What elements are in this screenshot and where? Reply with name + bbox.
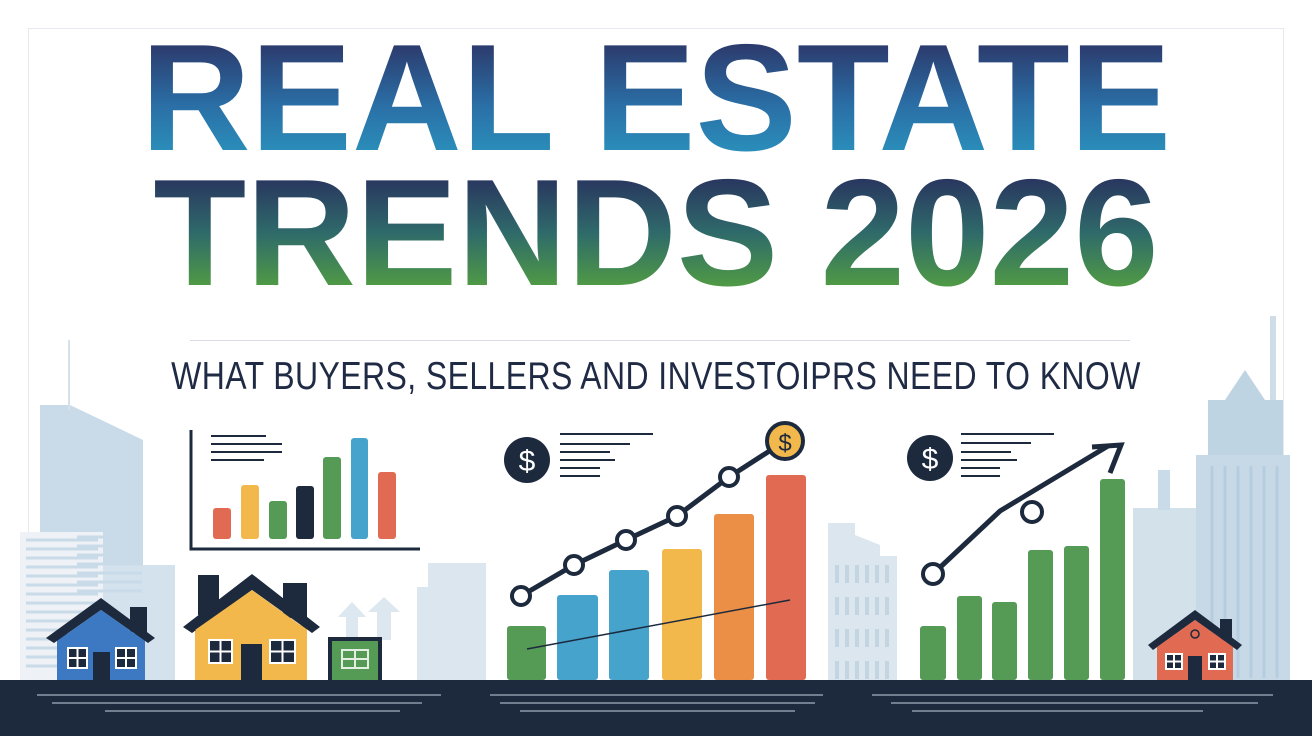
illustration-bar (957, 596, 982, 680)
window (845, 661, 849, 679)
illustration-bar (714, 514, 754, 680)
title-line-2: TRENDS 2026 (0, 157, 1312, 309)
window (835, 661, 839, 679)
line-point (615, 529, 637, 551)
dollar-coin-icon: $ (765, 421, 805, 461)
illustration-bar (609, 570, 649, 680)
divider (190, 340, 1130, 341)
illustration-bar (323, 457, 341, 539)
dollar-coin-icon: $ (504, 437, 550, 483)
house-icon (46, 598, 155, 680)
window (845, 597, 849, 615)
trend-arrow-icon (921, 442, 1125, 586)
bar-chart-icon (189, 430, 420, 551)
illustration-bar (1100, 479, 1125, 680)
house-icon (183, 574, 320, 680)
line-point (563, 554, 585, 576)
illustration-bar (766, 475, 806, 680)
illustration-bar (351, 438, 368, 539)
ground (0, 680, 1312, 736)
shop-icon (328, 637, 382, 680)
window (865, 597, 869, 615)
illustration-bar (992, 602, 1017, 680)
illustration-bar (557, 595, 598, 680)
window (865, 661, 869, 679)
trend-chart: $ (907, 433, 1125, 680)
title-line-1: REAL ESTATE (0, 22, 1312, 174)
window (845, 629, 849, 647)
window (875, 629, 879, 647)
window (875, 565, 879, 583)
window (845, 565, 849, 583)
illustration-bar (507, 626, 546, 680)
illustration-bar (269, 501, 287, 539)
window (885, 565, 889, 583)
line-point (718, 466, 740, 488)
window (865, 565, 869, 583)
illustration-bar (1028, 550, 1053, 680)
window (855, 629, 859, 647)
illustration-bar (1064, 546, 1089, 680)
window (835, 597, 839, 615)
illustration-bar (378, 472, 396, 539)
illustration-bar (662, 549, 702, 680)
building-icon (417, 563, 486, 680)
house-icon (1148, 610, 1242, 682)
dollar-coin-icon: $ (907, 435, 953, 481)
line-point (510, 585, 532, 607)
illustration-bar (920, 626, 946, 680)
window (855, 597, 859, 615)
window (855, 565, 859, 583)
subtitle: WHAT BUYERS, SELLERS AND INVESTOIPRS NEE… (171, 355, 1141, 398)
window (875, 661, 879, 679)
window (835, 629, 839, 647)
window (855, 661, 859, 679)
window (885, 629, 889, 647)
growth-chart: $ $ (504, 421, 806, 680)
svg-text:$: $ (519, 445, 536, 478)
illustration-bar (241, 485, 259, 539)
window (865, 629, 869, 647)
window (875, 597, 879, 615)
line-point (666, 505, 688, 527)
illustration-bar (213, 508, 231, 539)
illustration-bar (296, 486, 314, 539)
up-arrows-icon (338, 597, 400, 640)
svg-text:$: $ (778, 430, 791, 457)
svg-text:$: $ (922, 443, 939, 476)
window (835, 565, 839, 583)
window (885, 661, 889, 679)
window (885, 597, 889, 615)
